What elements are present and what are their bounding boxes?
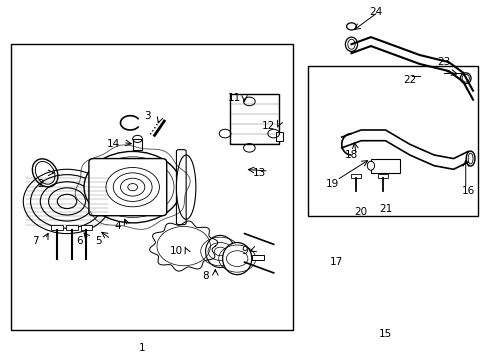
Text: 13: 13: [252, 168, 265, 178]
Text: 24: 24: [368, 7, 382, 17]
Text: 12: 12: [262, 121, 275, 131]
Text: 22: 22: [403, 75, 416, 85]
Text: 10: 10: [169, 247, 183, 256]
Bar: [370, 158, 399, 173]
Bar: [132, 139, 142, 150]
Text: 21: 21: [378, 203, 391, 213]
Text: 18: 18: [344, 150, 357, 160]
Text: 14: 14: [106, 139, 120, 149]
Bar: [251, 255, 264, 260]
Text: 16: 16: [461, 186, 474, 196]
Ellipse shape: [205, 235, 234, 267]
Bar: [51, 225, 63, 230]
Text: 1: 1: [139, 343, 145, 353]
Bar: [377, 174, 387, 178]
Text: 20: 20: [354, 207, 367, 217]
Bar: [351, 174, 361, 178]
Text: 11: 11: [228, 93, 241, 103]
Bar: [307, 66, 477, 216]
Text: 15: 15: [378, 329, 391, 339]
Text: 5: 5: [95, 236, 102, 246]
Ellipse shape: [366, 161, 374, 170]
Text: 6: 6: [76, 236, 82, 246]
Text: 17: 17: [329, 257, 343, 267]
Text: 19: 19: [325, 179, 338, 189]
Circle shape: [84, 152, 181, 223]
Bar: [81, 225, 92, 230]
Bar: [276, 132, 283, 141]
Text: 8: 8: [202, 271, 208, 282]
Text: 9: 9: [241, 247, 247, 256]
Text: 7: 7: [32, 236, 39, 246]
Text: 23: 23: [436, 57, 449, 67]
FancyBboxPatch shape: [89, 158, 166, 216]
Text: 2: 2: [37, 179, 43, 189]
Bar: [11, 44, 292, 330]
Bar: [66, 225, 78, 230]
FancyBboxPatch shape: [176, 150, 186, 225]
Text: 3: 3: [143, 111, 150, 121]
Ellipse shape: [345, 37, 357, 51]
Ellipse shape: [222, 243, 251, 275]
Text: 4: 4: [115, 221, 121, 231]
Bar: [229, 94, 278, 144]
